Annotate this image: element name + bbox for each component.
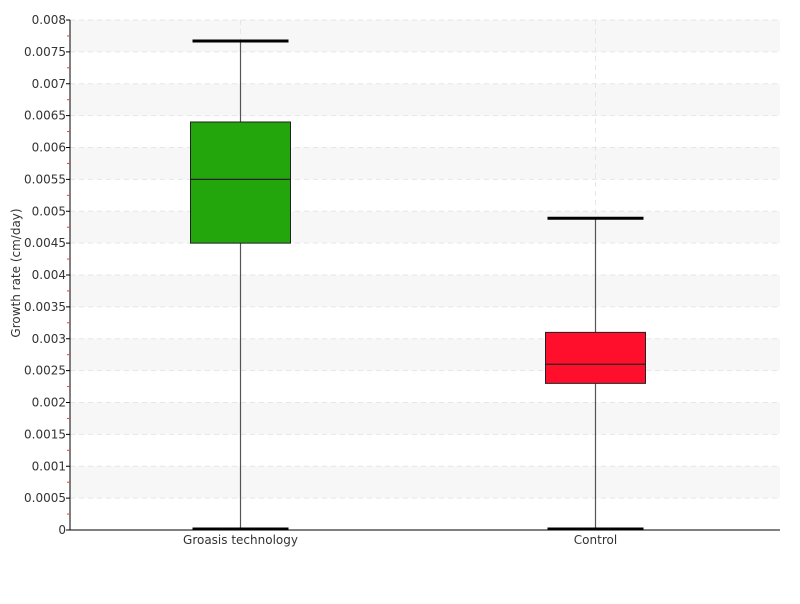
y-tick-label: 0 [58,523,66,537]
grid-band [70,338,780,371]
y-tick-label: 0.0055 [24,172,66,186]
y-tick-label: 0.0075 [24,45,66,59]
y-tick-label: 0.005 [32,204,66,218]
x-category-label: Groasis technology [183,533,298,547]
iqr-box [545,331,646,384]
x-category-labels: Groasis technology Control [183,533,617,547]
x-category-label: Control [574,533,617,547]
box-control [545,216,646,531]
y-tick-label: 0.001 [32,459,66,473]
y-tick-label: 0.007 [32,77,66,91]
box-groasis [190,39,291,531]
grid-band [70,20,780,52]
y-tick-label: 0.0025 [24,364,66,378]
y-tick-label: 0.004 [32,268,66,282]
y-axis-title: Growth rate (cm/day) [9,208,23,337]
y-tick-label: 0.002 [32,396,66,410]
y-tick-label: 0.008 [32,13,66,27]
y-tick-label: 0.0035 [24,300,66,314]
y-tick-label: 0.006 [32,141,66,155]
grid-bands [70,20,780,499]
grid-band [70,466,780,499]
grid-band [70,211,780,244]
grid-band [70,147,780,180]
y-tick-label: 0.0045 [24,236,66,250]
grid-band [70,275,780,307]
box-series [190,39,646,531]
y-tick-label: 0.003 [32,332,66,346]
y-tick-label: 0.0015 [24,427,66,441]
y-ticks: 0 0.0005 0.001 0.0015 0.002 0.0025 0.003 0.0035… [24,13,70,537]
y-tick-label: 0.0005 [24,491,66,505]
iqr-box [190,121,291,244]
y-tick-label: 0.0065 [24,109,66,123]
grid-band [70,83,780,116]
grid-band [70,402,780,435]
